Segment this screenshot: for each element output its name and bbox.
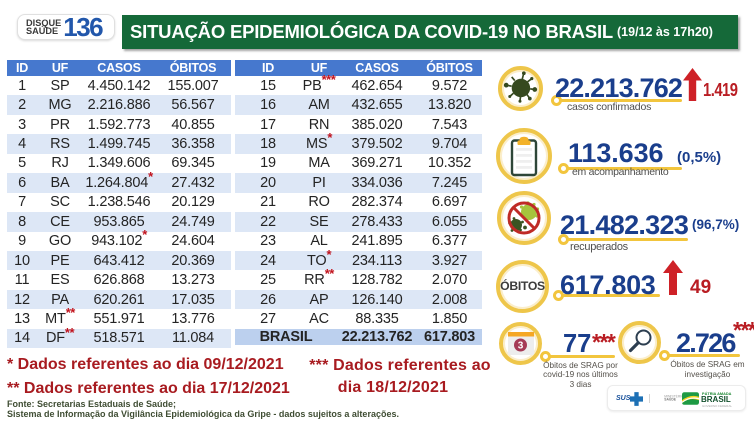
svg-text:3: 3 — [517, 340, 523, 351]
